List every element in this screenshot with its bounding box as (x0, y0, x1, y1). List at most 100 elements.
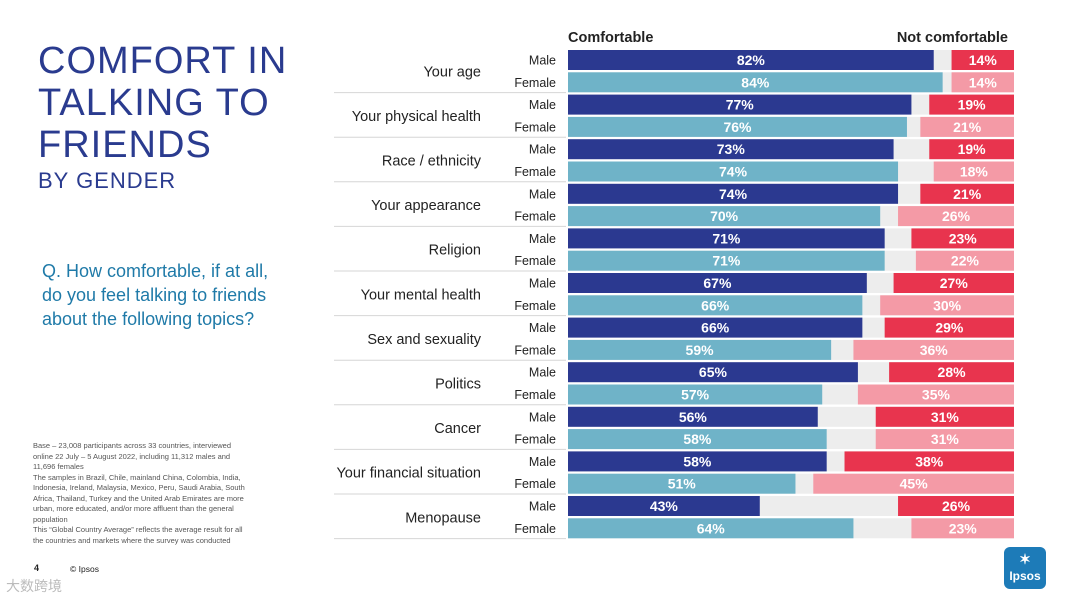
comfortable-bar (568, 50, 934, 70)
not-comfortable-bar (857, 384, 1014, 405)
gender-label: Female (514, 254, 556, 268)
comfortable-value-label: 65% (699, 364, 728, 380)
base-note-line: urban, more educated, and/or more afflue… (33, 504, 234, 513)
gender-label: Female (514, 343, 556, 357)
gender-label: Female (514, 522, 556, 536)
not-comfortable-value-label: 36% (920, 342, 949, 358)
topic-label: Your physical health (352, 109, 481, 125)
base-note-line: This “Global Country Average” reflects t… (33, 525, 243, 534)
base-note-line: online 22 July – 5 August 2022, includin… (33, 451, 231, 461)
topic-label: Menopause (405, 510, 481, 526)
comfortable-value-label: 57% (681, 387, 710, 403)
not-comfortable-value-label: 30% (933, 297, 962, 313)
comfortable-bar (568, 295, 863, 316)
not-comfortable-value-label: 14% (969, 74, 998, 90)
comfortable-value-label: 71% (712, 253, 741, 269)
gender-label: Female (514, 388, 556, 402)
base-note-line: The samples in Brazil, Chile, mainland C… (33, 472, 241, 482)
comfortable-bar (568, 139, 894, 160)
comfortable-bar (568, 339, 832, 360)
comfortable-bar (568, 362, 858, 383)
base-note: Base – 23,008 participants across 33 cou… (33, 441, 303, 546)
gender-label: Male (529, 232, 556, 246)
topic-label: Your appearance (371, 198, 481, 214)
comfortable-value-label: 76% (723, 119, 752, 135)
page-title: COMFORT IN TALKING TO FRIENDS (38, 40, 287, 166)
gender-label: Female (514, 120, 556, 134)
not-comfortable-value-label: 26% (942, 498, 971, 514)
not-comfortable-bar (929, 94, 1014, 115)
not-comfortable-value-label: 23% (949, 230, 978, 246)
comfortable-bar (568, 228, 885, 249)
page-number: 4 (34, 563, 40, 573)
not-comfortable-bar (898, 496, 1014, 516)
not-comfortable-bar (875, 429, 1014, 450)
survey-question: Q. How comfortable, if at all, do you fe… (42, 261, 269, 329)
base-note-line: Indonesia, Ireland, Malaysia, Mexico, Pe… (33, 483, 245, 492)
comfortable-value-label: 74% (719, 164, 748, 180)
not-comfortable-value-label: 21% (953, 186, 982, 202)
comfortable-value-label: 51% (668, 476, 697, 492)
not-comfortable-bar (929, 139, 1014, 160)
not-comfortable-value-label: 27% (940, 275, 969, 291)
comfortable-value-label: 59% (686, 342, 715, 358)
not-comfortable-value-label: 22% (951, 253, 980, 269)
topic-label: Cancer (434, 421, 481, 437)
topic-label: Sex and sexuality (367, 332, 481, 348)
gender-label: Female (514, 477, 556, 491)
topic-label: Your mental health (361, 287, 481, 303)
not-comfortable-value-label: 26% (942, 208, 971, 224)
comfortable-bar (568, 317, 863, 338)
title-line: COMFORT IN (38, 40, 288, 82)
comfortable-value-label: 66% (701, 320, 730, 336)
gender-label: Male (529, 321, 556, 335)
copyright: © Ipsos (70, 564, 99, 574)
not-comfortable-value-label: 31% (931, 409, 960, 425)
gender-label: Male (529, 500, 556, 514)
comfortable-value-label: 56% (679, 409, 708, 425)
gender-label: Female (514, 76, 556, 90)
topic-label: Your age (423, 64, 481, 80)
not-comfortable-value-label: 23% (949, 520, 978, 536)
comfortable-value-label: 84% (741, 74, 770, 90)
header-comfortable: Comfortable (568, 30, 653, 46)
not-comfortable-bar (893, 273, 1014, 293)
ipsos-logo: ✶ Ipsos (1004, 547, 1046, 589)
not-comfortable-value-label: 29% (935, 320, 964, 336)
gender-label: Male (529, 54, 556, 68)
not-comfortable-bar (920, 116, 1014, 137)
base-note-line: Africa, Thailand, Turkey and the United … (33, 493, 244, 503)
base-note-line: population (33, 514, 68, 524)
not-comfortable-value-label: 38% (915, 453, 944, 469)
gender-label: Male (529, 277, 556, 291)
gender-label: Female (514, 299, 556, 313)
topic-label: Politics (435, 377, 481, 393)
not-comfortable-bar (915, 250, 1014, 271)
header-not-comfortable: Not comfortable (897, 30, 1008, 46)
comfortable-bar (568, 496, 760, 516)
not-comfortable-value-label: 21% (953, 119, 982, 135)
comfortable-bar (568, 250, 885, 271)
comfortable-value-label: 70% (710, 208, 739, 224)
not-comfortable-bar (889, 362, 1014, 383)
ipsos-figure-icon: ✶ (1019, 551, 1031, 567)
base-note-line: 11,696 females (33, 462, 84, 471)
comfortable-value-label: 43% (650, 498, 679, 514)
comfortable-value-label: 73% (717, 141, 746, 157)
not-comfortable-bar (884, 317, 1014, 338)
not-comfortable-bar (911, 228, 1014, 249)
not-comfortable-value-label: 19% (958, 97, 987, 113)
page-subtitle: BY GENDER (38, 168, 177, 193)
not-comfortable-bar (951, 50, 1014, 70)
not-comfortable-value-label: 45% (900, 476, 929, 492)
gender-label: Male (529, 410, 556, 424)
comfortable-bar (568, 406, 818, 427)
not-comfortable-bar (911, 518, 1014, 539)
not-comfortable-value-label: 35% (922, 387, 951, 403)
gender-label: Male (529, 455, 556, 469)
watermark: 大数跨境 (6, 578, 62, 594)
comfortable-value-label: 67% (703, 275, 732, 291)
comfortable-bar (568, 116, 907, 137)
comfortable-bar (568, 518, 854, 539)
not-comfortable-value-label: 19% (958, 141, 987, 157)
